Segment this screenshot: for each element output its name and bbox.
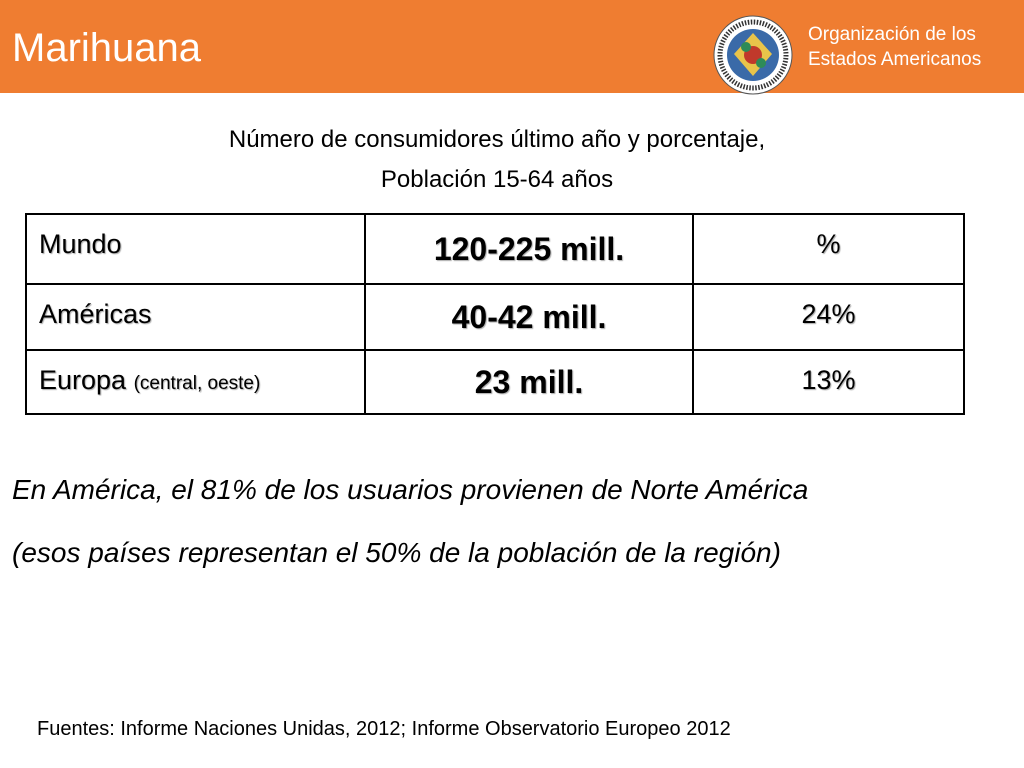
percent-cell: 24% (692, 283, 965, 351)
slide-title: Marihuana (12, 26, 202, 70)
note-text: En América, el 81% de los usuarios provi… (12, 474, 809, 505)
organization-name: Estados Americanos (808, 49, 982, 70)
header-bar (0, 0, 1024, 93)
organization-name: Organización de los (808, 24, 976, 45)
region-cell: Europa (central, oeste) (25, 349, 366, 415)
region-label: Europa (39, 365, 127, 395)
users-cell: 120-225 mill. (364, 213, 694, 285)
percent-cell: % (692, 213, 965, 285)
users-cell: 40-42 mill. (364, 283, 694, 351)
region-cell: Américas (25, 283, 366, 351)
table-row: Mundo 120-225 mill. % (25, 213, 965, 285)
source-text: Fuentes: Informe Naciones Unidas, 2012; … (37, 718, 731, 740)
percent-cell: 13% (692, 349, 965, 415)
table-row: Américas 40-42 mill. 24% (25, 283, 965, 351)
table-row: Europa (central, oeste) 23 mill. 13% (25, 349, 965, 415)
region-qualifier: (central, oeste) (133, 373, 261, 394)
region-cell: Mundo (25, 213, 366, 285)
subtitle: Número de consumidores último año y porc… (228, 126, 766, 153)
users-cell: 23 mill. (364, 349, 694, 415)
oas-seal (713, 15, 793, 95)
data-table: Mundo 120-225 mill. % Américas 40-42 mil… (25, 213, 965, 415)
note-text: (esos países representan el 50% de la po… (12, 537, 781, 568)
subtitle: Población 15-64 años (380, 166, 614, 193)
